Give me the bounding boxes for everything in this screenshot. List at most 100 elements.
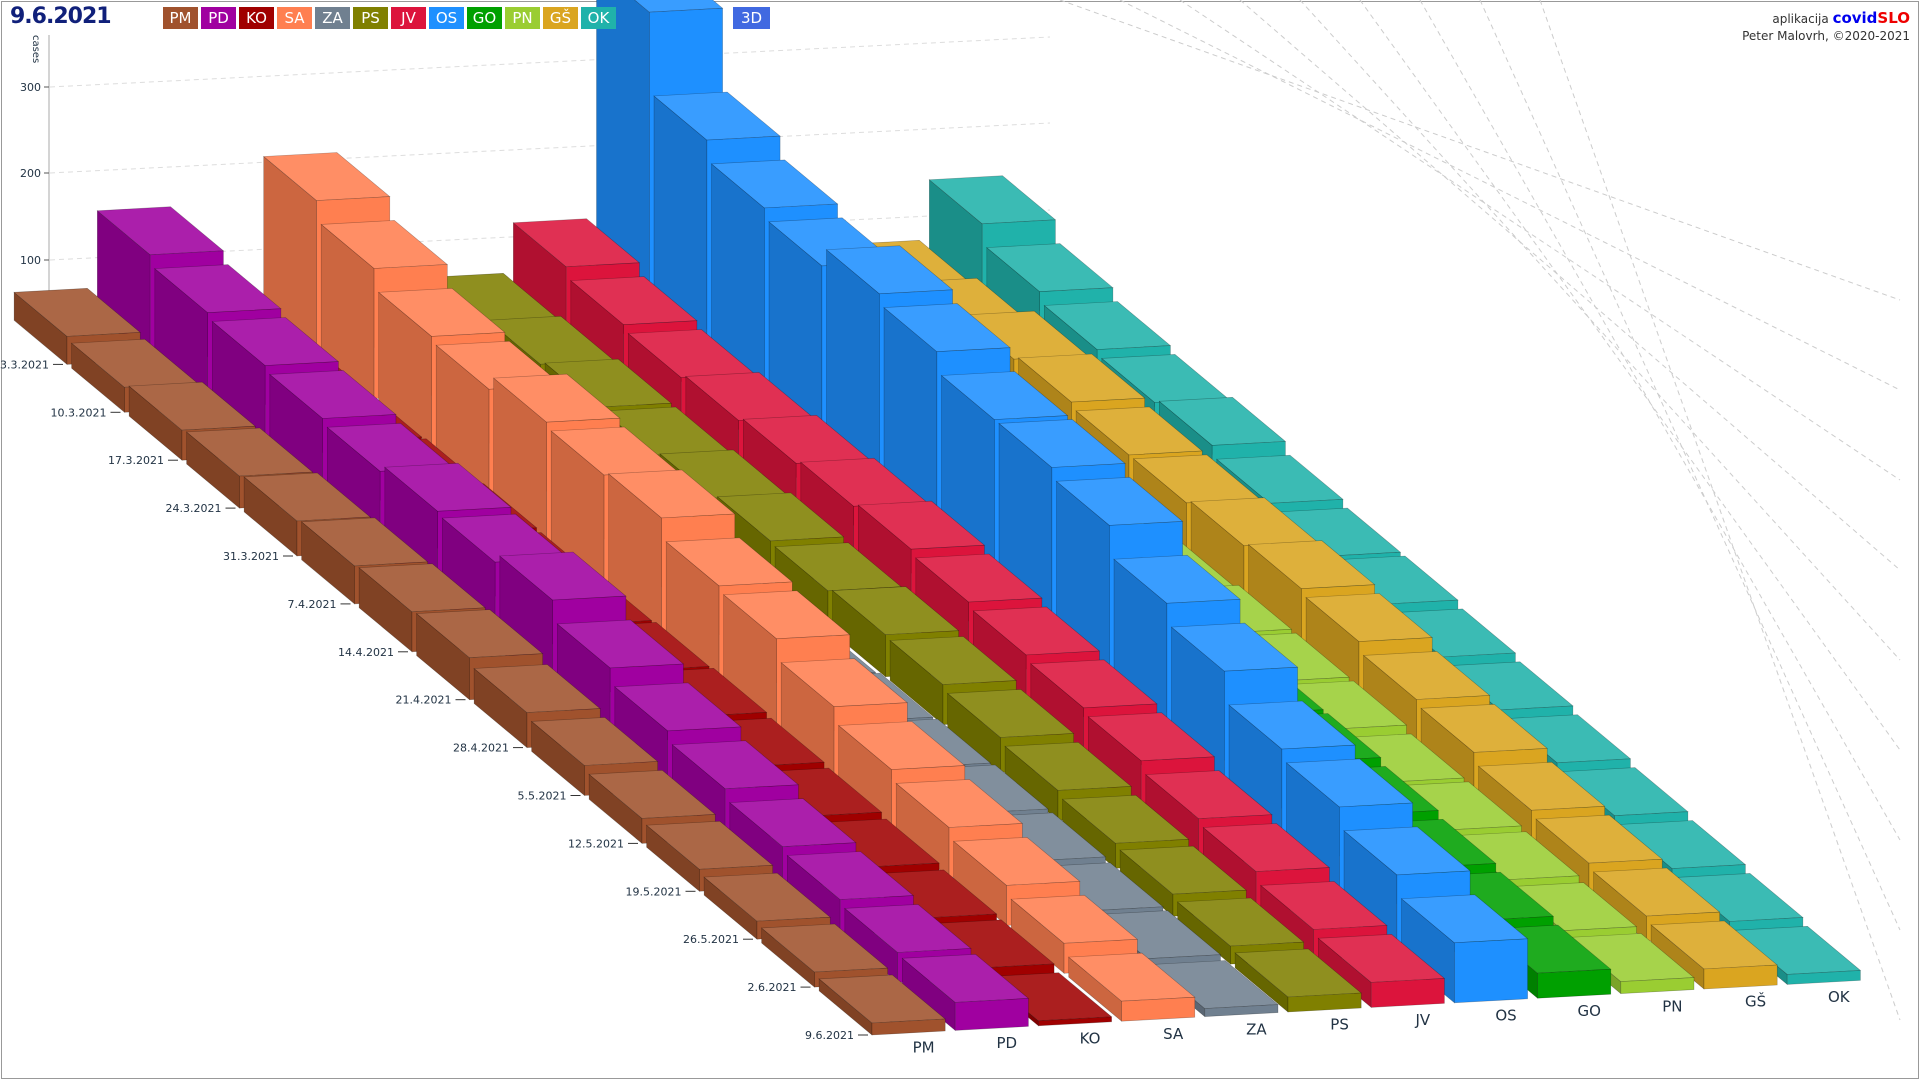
bar-top [607,469,736,519]
bar-top [588,769,716,819]
bar-top [1285,758,1414,808]
date-label: 7.4.2021 [288,598,337,611]
bar-top [262,152,391,201]
date-label: 26.5.2021 [683,933,739,946]
date-label: 9.6.2021 [805,1029,854,1042]
brand-slo[interactable]: SLO [1877,9,1910,27]
bar-top [1400,894,1529,944]
bar-top [786,851,915,900]
bar-top [710,159,839,209]
region-label: PN [1662,997,1682,1015]
gridline [1239,0,1901,571]
bar-top [1305,593,1433,642]
gridline [49,122,1051,174]
bar-top [1477,761,1606,811]
region-label: GO [1577,1002,1600,1020]
bar-top [1055,476,1184,526]
date-label: 31.3.2021 [223,550,279,563]
brand-covid[interactable]: covid [1832,9,1878,27]
bar-top [96,206,225,256]
gridline [1479,0,1901,931]
credit-prefix: aplikacija [1772,12,1829,26]
bar-top [722,590,851,640]
credit: aplikacija covidSLO Peter Malovrh, ©2020… [1742,10,1910,45]
legend-go[interactable]: GO [467,7,502,29]
bar-top [1202,823,1331,872]
legend-pm[interactable]: PM [163,7,198,29]
bar-top [1592,867,1721,917]
gridline [1179,0,1901,481]
bar-top [895,779,1024,828]
bar-front [871,1018,946,1036]
bar-top [1260,881,1388,930]
bar-top [844,904,972,953]
bar-front [1287,992,1362,1013]
date-label: 2.6.2021 [748,981,797,994]
legend-pn[interactable]: PN [505,7,540,29]
bar-top [665,537,794,587]
region-label: OK [1828,988,1851,1006]
bar-top [1010,894,1139,944]
bar-top [300,517,429,567]
bar-top [645,820,774,870]
date-label: 21.4.2021 [396,694,452,707]
bar-top [1234,948,1362,998]
bar-ps-14 [1234,948,1362,1013]
bar-top [946,689,1075,738]
y-axis-label: cases [30,35,41,63]
legend-sa[interactable]: SA [277,7,312,29]
legend-ps[interactable]: PS [353,7,388,29]
gridline [1119,0,1901,391]
date-label: 17.3.2021 [108,454,164,467]
bar-top [556,619,685,669]
toggle-3d-button[interactable]: 3D [733,7,770,29]
region-label: JV [1414,1011,1430,1029]
bar-top [1145,770,1273,820]
region-label: ZA [1246,1020,1267,1038]
bar-front [1454,938,1528,1004]
bar-top [774,542,902,592]
region-label: GŠ [1745,992,1766,1011]
region-legend: PM PD KO SA ZA PS JV OS GO PN GŠ OK [163,7,616,29]
bar-top [1004,741,1132,791]
legend-pd[interactable]: PD [201,7,236,29]
bar-top [818,974,946,1024]
bar-top [952,836,1081,886]
date-label: 19.5.2021 [626,885,682,898]
bar-front [1370,978,1445,1008]
legend-os[interactable]: OS [429,7,464,29]
bar-top [1650,920,1778,970]
date-label: 14.4.2021 [338,646,394,659]
bar-top [915,553,1043,603]
bar-jv-14 [1317,933,1446,1009]
gridline [49,36,1051,88]
bar-front [1038,1016,1112,1027]
y-tick-label: 300 [20,81,41,94]
bar-front [1620,977,1695,994]
bar-top [1030,659,1158,709]
bar-gš-14 [1650,920,1778,990]
bar-top [1362,651,1491,700]
legend-ok[interactable]: OK [581,7,616,29]
bar-top [473,664,601,713]
bar-top [1535,814,1663,864]
legend-za[interactable]: ZA [315,7,350,29]
bar-top [928,175,1057,225]
gridline [1539,0,1901,1021]
legend-gš[interactable]: GŠ [543,7,578,29]
bar-top [760,923,889,973]
bar-top [889,636,1017,685]
bar-top [1170,622,1299,672]
bar-top [972,606,1101,656]
date-label: 28.4.2021 [453,742,509,755]
bar-pd-14 [901,953,1030,1032]
bar-top [243,472,371,522]
legend-ko[interactable]: KO [239,7,274,29]
bar-top [499,551,627,601]
bar-top [358,563,486,613]
bar-top [1113,554,1241,604]
bar-top [415,609,544,659]
legend-jv[interactable]: JV [391,7,426,29]
date-label: 24.3.2021 [166,502,222,515]
